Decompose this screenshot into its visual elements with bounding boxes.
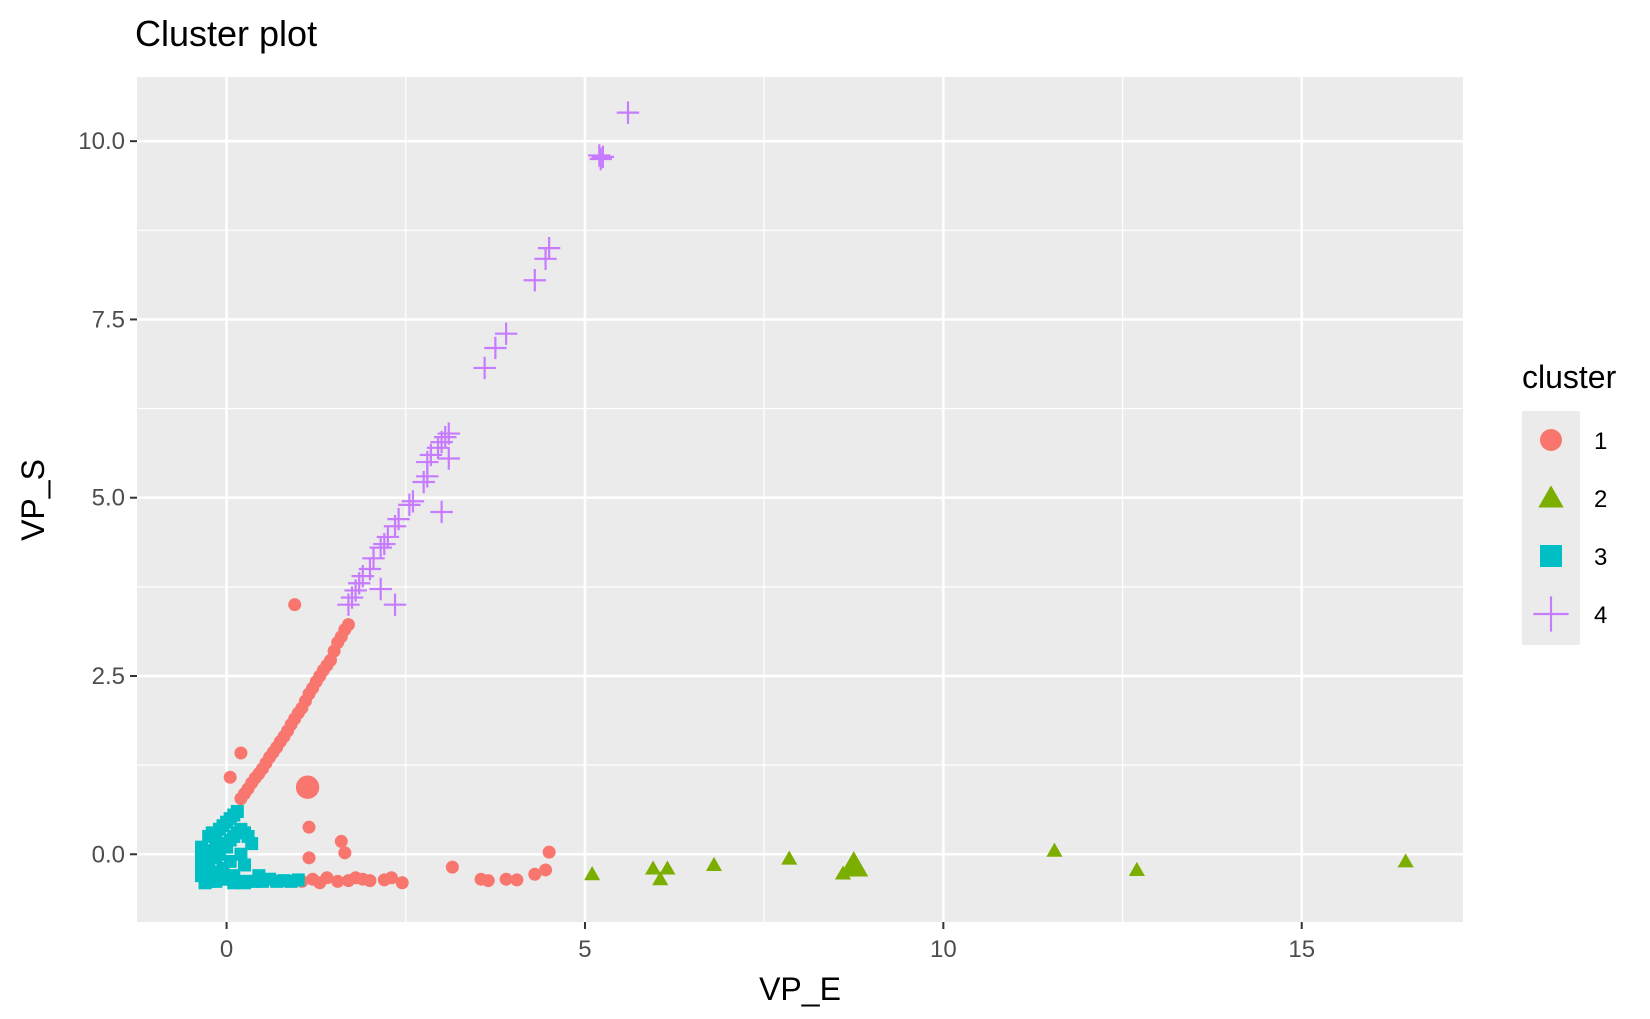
data-point: [401, 490, 425, 513]
x-tick-label: 0: [220, 936, 233, 963]
data-point: [705, 856, 723, 871]
plot-panel: [137, 77, 1463, 922]
data-point: [245, 837, 259, 851]
series-cluster-4: [337, 101, 640, 616]
data-point: [652, 871, 669, 886]
y-tick-label: 10.0: [78, 128, 125, 155]
data-point: [430, 500, 453, 524]
data-point: [494, 322, 518, 345]
data-point: [539, 863, 553, 877]
data-point: [645, 860, 662, 875]
grid-minor: [137, 77, 1463, 922]
data-point: [331, 874, 345, 888]
data-point: [412, 470, 435, 494]
data-point: [238, 858, 252, 872]
legend-entries: 1 2 3 4: [1533, 428, 1607, 632]
data-point: [363, 874, 377, 888]
data-points: [195, 101, 1414, 890]
data-point: [198, 876, 212, 890]
data-point: [373, 532, 396, 556]
data-point: [616, 101, 640, 124]
data-point: [384, 871, 398, 885]
data-point: [591, 145, 615, 169]
series-cluster-1: [223, 598, 556, 890]
x-tick-label: 15: [1288, 936, 1315, 963]
x-axis-ticks: 0 5 10 15: [220, 922, 1315, 963]
data-point: [383, 593, 407, 616]
data-point: [589, 147, 612, 171]
data-point: [1397, 853, 1414, 868]
series-cluster-2: [584, 842, 1414, 886]
data-point: [223, 770, 237, 784]
data-point: [395, 876, 409, 890]
data-point: [584, 866, 601, 881]
data-point: [1128, 861, 1145, 876]
x-tick-label: 5: [578, 936, 591, 963]
data-point: [341, 618, 355, 632]
data-point: [398, 493, 421, 517]
data-point: [320, 871, 334, 885]
legend-label: 1: [1594, 428, 1607, 455]
data-point: [338, 846, 352, 860]
data-point-large: [839, 851, 869, 877]
data-point: [445, 860, 459, 874]
data-point: [238, 876, 252, 890]
legend-label: 4: [1594, 602, 1607, 629]
data-point: [484, 336, 507, 360]
legend-label: 3: [1594, 544, 1607, 571]
chart-title: Cluster plot: [135, 13, 317, 54]
data-point: [499, 872, 513, 886]
data-point: [430, 430, 453, 454]
legend-title: cluster: [1522, 359, 1617, 395]
legend-key-1: [1540, 429, 1562, 451]
data-point: [369, 577, 392, 601]
legend-key-2: [1538, 485, 1564, 508]
data-point: [362, 547, 385, 570]
data-point: [302, 851, 316, 865]
legend-label: 2: [1594, 486, 1607, 513]
y-tick-label: 7.5: [92, 306, 125, 333]
data-point: [302, 820, 316, 834]
data-point-large: [295, 775, 320, 799]
data-point: [510, 873, 524, 887]
data-point: [659, 860, 676, 875]
data-point: [227, 876, 241, 890]
legend-key-4: [1533, 596, 1569, 632]
data-point: [416, 465, 439, 488]
data-point: [437, 447, 460, 470]
data-point: [223, 854, 237, 868]
y-axis-title: VP_S: [15, 459, 51, 541]
data-point: [537, 236, 561, 260]
data-point: [288, 598, 302, 612]
data-point: [334, 834, 348, 848]
data-point: [234, 746, 248, 760]
data-point: [234, 847, 248, 861]
series-cluster-3: [195, 804, 305, 890]
grid-major: [137, 77, 1463, 922]
legend: cluster 1 2 3 4: [1522, 359, 1617, 645]
data-point: [337, 593, 360, 616]
y-tick-label: 5.0: [92, 485, 125, 512]
y-tick-label: 2.5: [92, 663, 125, 690]
y-tick-label: 0.0: [92, 841, 125, 868]
data-point: [481, 874, 495, 888]
x-tick-label: 10: [930, 936, 957, 963]
data-point: [1046, 842, 1063, 857]
data-point: [588, 144, 611, 167]
data-point: [291, 873, 305, 887]
data-point: [542, 845, 556, 859]
data-point: [528, 867, 542, 881]
data-point: [230, 804, 244, 818]
x-axis-title: VP_E: [759, 971, 841, 1007]
data-point: [781, 850, 798, 865]
legend-key-3: [1540, 545, 1562, 567]
y-axis-ticks: 0.0 2.5 5.0 7.5 10.0: [78, 128, 137, 868]
data-point: [473, 356, 496, 380]
data-point: [523, 269, 546, 292]
data-point: [534, 247, 557, 271]
